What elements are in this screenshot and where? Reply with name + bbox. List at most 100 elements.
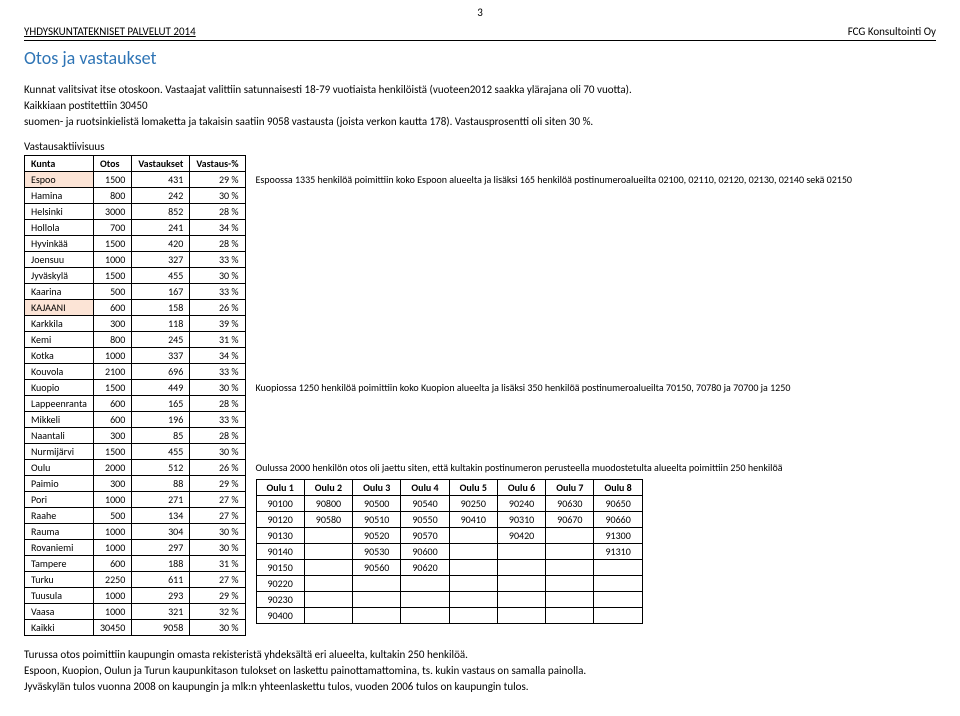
cell-pct: 33 % [190, 364, 245, 380]
oulu-cell [449, 591, 497, 607]
cell-otos: 500 [93, 508, 131, 524]
cell-vastaukset: 420 [132, 236, 190, 252]
cell-vastaukset: 88 [132, 476, 190, 492]
oulu-cell [546, 559, 594, 575]
row-note [245, 268, 858, 284]
oulu-cell: 91310 [594, 543, 642, 559]
cell-pct: 34 % [190, 220, 245, 236]
cell-vastaukset: 158 [132, 300, 190, 316]
sub-heading: Vastausaktiivisuus [24, 140, 936, 153]
cell-otos: 2000 [93, 460, 131, 476]
oulu-row: 90140905309060091310 [256, 543, 642, 559]
col-vastaukset: Vastaukset [132, 156, 190, 172]
oulu-cell [304, 543, 352, 559]
oulu-cell [497, 559, 545, 575]
cell-vastaukset: 852 [132, 204, 190, 220]
oulu-cell: 90620 [401, 559, 449, 575]
cell-vastaukset: 165 [132, 396, 190, 412]
cell-otos: 30450 [93, 620, 131, 636]
cell-pct: 31 % [190, 556, 245, 572]
row-note [245, 396, 858, 412]
oulu-row: 901509056090620 [256, 559, 642, 575]
oulu-cell: 90140 [256, 543, 304, 559]
oulu-cell: 90600 [401, 543, 449, 559]
table-row: Joensuu100032733 % [25, 252, 858, 268]
oulu-cell [449, 575, 497, 591]
cell-kunta: Karkkila [25, 316, 94, 332]
cell-kunta: Vaasa [25, 604, 94, 620]
oulu-cell [353, 607, 401, 623]
oulu-header: Oulu 2 [304, 479, 352, 495]
oulu-cell: 90310 [497, 511, 545, 527]
footer-line: Espoon, Kuopion, Oulun ja Turun kaupunki… [24, 664, 936, 678]
oulu-cell: 90630 [546, 495, 594, 511]
oulu-cell [353, 575, 401, 591]
cell-vastaukset: 611 [132, 572, 190, 588]
oulu-cell: 90580 [304, 511, 352, 527]
table-row: Oulu200051226 %Oulussa 2000 henkilön oto… [25, 460, 858, 476]
cell-vastaukset: 167 [132, 284, 190, 300]
oulu-cell: 90800 [304, 495, 352, 511]
header-left: YHDYSKUNTATEKNISET PALVELUT 2014 [24, 25, 196, 38]
cell-kunta: Joensuu [25, 252, 94, 268]
row-note [245, 236, 858, 252]
intro-line: suomen- ja ruotsinkielistä lomaketta ja … [24, 115, 936, 129]
table-row: Paimio3008829 %Oulu 1Oulu 2Oulu 3Oulu 4O… [25, 476, 858, 492]
row-note [245, 204, 858, 220]
cell-kunta: Pori [25, 492, 94, 508]
cell-kunta: Kemi [25, 332, 94, 348]
cell-kunta: Tampere [25, 556, 94, 572]
cell-kunta: Hamina [25, 188, 94, 204]
table-row: Naantali3008528 % [25, 428, 858, 444]
oulu-row: 90230 [256, 591, 642, 607]
row-note [245, 412, 858, 428]
oulu-cell: 90420 [497, 527, 545, 543]
response-table: Kunta Otos Vastaukset Vastaus-% Espoo150… [24, 155, 858, 636]
cell-vastaukset: 9058 [132, 620, 190, 636]
oulu-cell: 91300 [594, 527, 642, 543]
table-row: Espoo150043129 %Espoossa 1335 henkilöä p… [25, 172, 858, 188]
cell-pct: 27 % [190, 572, 245, 588]
footer-line: Turussa otos poimittiin kaupungin omasta… [24, 648, 936, 662]
oulu-row: 9010090800905009054090250902409063090650 [256, 495, 642, 511]
cell-vastaukset: 245 [132, 332, 190, 348]
oulu-cell [353, 591, 401, 607]
cell-vastaukset: 134 [132, 508, 190, 524]
cell-otos: 1000 [93, 348, 131, 364]
cell-pct: 30 % [190, 380, 245, 396]
oulu-cell: 90670 [546, 511, 594, 527]
cell-kunta: Espoo [25, 172, 94, 188]
oulu-cell: 90410 [449, 511, 497, 527]
oulu-header: Oulu 4 [401, 479, 449, 495]
oulu-row: 90220 [256, 575, 642, 591]
oulu-cell [594, 591, 642, 607]
row-note [245, 300, 858, 316]
oulu-header: Oulu 3 [353, 479, 401, 495]
cell-otos: 1500 [93, 268, 131, 284]
cell-pct: 30 % [190, 188, 245, 204]
cell-kunta: Tuusula [25, 588, 94, 604]
cell-vastaukset: 449 [132, 380, 190, 396]
table-row: Kouvola210069633 % [25, 364, 858, 380]
row-note: Oulu 1Oulu 2Oulu 3Oulu 4Oulu 5Oulu 6Oulu… [245, 476, 858, 636]
cell-pct: 30 % [190, 540, 245, 556]
oulu-cell [594, 607, 642, 623]
row-note [245, 348, 858, 364]
cell-kunta: Kotka [25, 348, 94, 364]
cell-pct: 26 % [190, 460, 245, 476]
oulu-cell: 90230 [256, 591, 304, 607]
cell-pct: 26 % [190, 300, 245, 316]
col-kunta: Kunta [25, 156, 94, 172]
row-note [245, 364, 858, 380]
cell-otos: 1500 [93, 172, 131, 188]
oulu-cell [401, 575, 449, 591]
oulu-cell [594, 559, 642, 575]
cell-otos: 3000 [93, 204, 131, 220]
row-note: Kuopiossa 1250 henkilöä poimittiin koko … [245, 380, 858, 396]
table-row: Lappeenranta60016528 % [25, 396, 858, 412]
oulu-cell: 90240 [497, 495, 545, 511]
row-note [245, 220, 858, 236]
cell-otos: 1000 [93, 540, 131, 556]
cell-kunta: Jyväskylä [25, 268, 94, 284]
cell-pct: 28 % [190, 236, 245, 252]
